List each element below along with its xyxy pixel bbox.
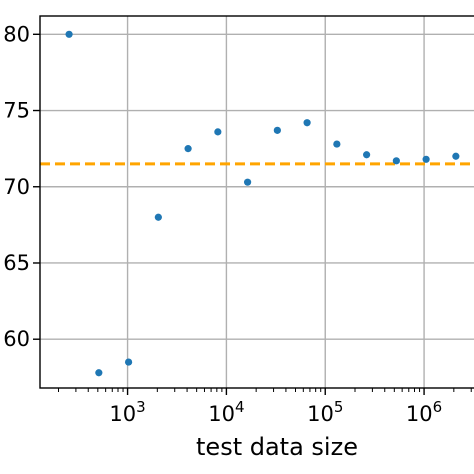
data-point	[243, 178, 252, 186]
y-tick-label: 70	[3, 175, 30, 199]
data-point	[184, 145, 192, 153]
grid	[40, 16, 474, 388]
data-point	[333, 140, 341, 148]
x-tick-label: 104	[208, 398, 244, 426]
y-tick-label: 80	[3, 22, 30, 46]
y-tick-label: 65	[3, 251, 30, 275]
data-point	[95, 369, 103, 377]
data-point	[65, 30, 73, 38]
data-point	[154, 213, 162, 221]
y-tick-label: 75	[3, 99, 30, 123]
x-tick-label: 103	[109, 398, 145, 426]
data-point	[363, 151, 371, 159]
x-tick-label: 106	[406, 398, 442, 426]
x-tick-label: 105	[307, 398, 343, 426]
plot-frame	[39, 15, 474, 389]
data-point	[214, 128, 222, 136]
data-point	[452, 152, 460, 160]
data-point	[273, 126, 281, 134]
y-tick-labels: 60 65 70 75 80	[3, 22, 30, 351]
data-points	[65, 30, 460, 377]
x-axis-label: test data size	[196, 433, 358, 461]
data-point	[124, 358, 133, 366]
axis-ticks	[33, 33, 472, 395]
data-point	[392, 157, 400, 165]
y-tick-label: 60	[3, 327, 30, 351]
data-point	[303, 119, 311, 127]
x-tick-labels: 103 104 105 106	[109, 398, 442, 426]
data-point	[422, 155, 430, 163]
